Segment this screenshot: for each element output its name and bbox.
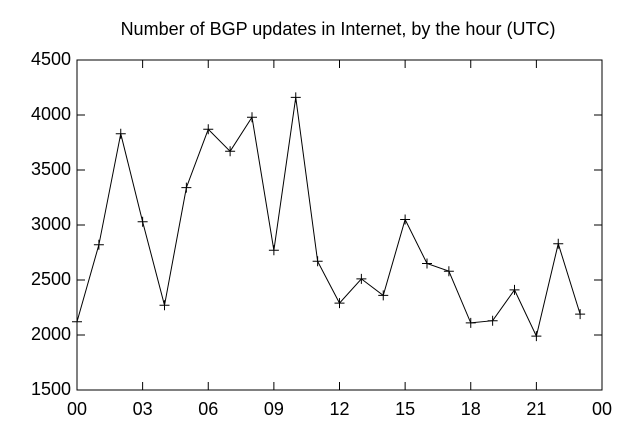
y-tick-label: 3000 [31, 214, 71, 234]
point-marker [225, 146, 236, 157]
point-marker [268, 245, 279, 256]
point-marker [203, 124, 214, 135]
y-tick-label: 4000 [31, 104, 71, 124]
x-tick-label: 21 [526, 399, 546, 419]
y-tick-label: 2500 [31, 269, 71, 289]
y-tick-label: 1500 [31, 379, 71, 399]
point-marker [159, 300, 170, 311]
point-marker [400, 214, 411, 225]
x-tick-label: 18 [461, 399, 481, 419]
x-tick-label: 06 [198, 399, 218, 419]
point-marker [509, 284, 520, 295]
x-tick-label: 00 [67, 399, 87, 419]
x-tick-label: 12 [329, 399, 349, 419]
x-tick-label: 03 [133, 399, 153, 419]
point-marker [115, 128, 126, 139]
point-marker [247, 112, 257, 123]
point-marker [422, 258, 432, 269]
point-marker [531, 331, 542, 342]
point-marker [443, 266, 454, 277]
point-marker [378, 290, 389, 301]
y-tick-label: 4500 [31, 49, 71, 69]
x-tick-label: 09 [264, 399, 284, 419]
point-marker [181, 182, 192, 193]
point-marker [93, 239, 104, 250]
y-tick-label: 2000 [31, 324, 71, 344]
chart-title: Number of BGP updates in Internet, by th… [121, 19, 556, 39]
point-marker [334, 298, 345, 309]
point-marker [137, 216, 148, 227]
y-tick-label: 3500 [31, 159, 71, 179]
x-tick-label: 00 [592, 399, 612, 419]
point-marker [72, 316, 82, 327]
point-marker [575, 309, 586, 320]
data-line [76, 97, 581, 338]
x-tick-label: 15 [395, 399, 415, 419]
point-marker [553, 238, 564, 249]
point-marker [356, 273, 367, 284]
point-marker [290, 92, 301, 103]
point-marker [465, 317, 476, 328]
plot-frame [76, 59, 603, 391]
point-marker [487, 315, 498, 326]
point-marker [312, 256, 323, 267]
